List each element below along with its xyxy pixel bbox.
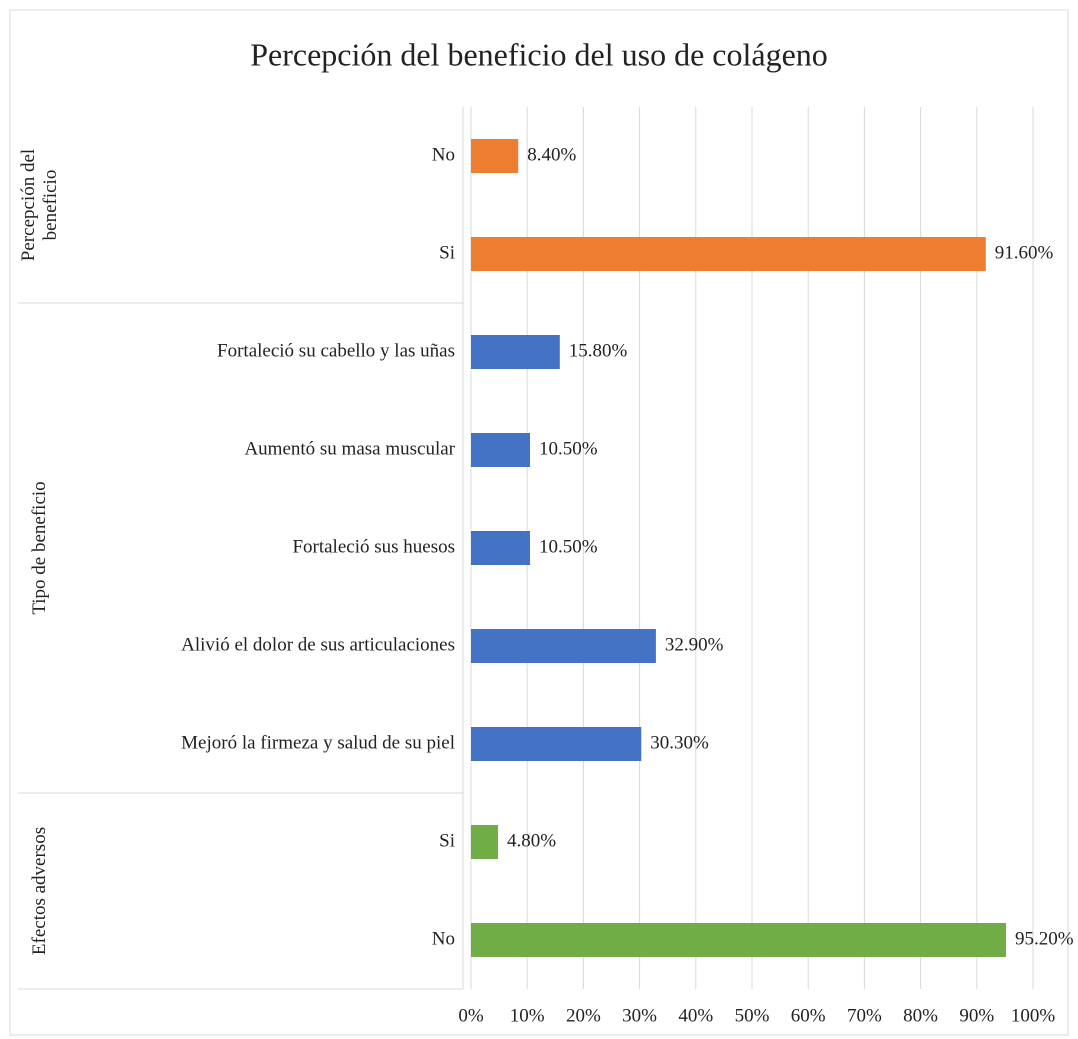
value-label: 15.80% [569,340,628,361]
category-label: Mejoró la firmeza y salud de su piel [181,732,455,753]
category-label: Aumentó su masa muscular [244,438,455,459]
x-tick-label: 0% [458,1005,484,1026]
x-tick-label: 50% [735,1005,770,1026]
x-tick-label: 40% [678,1005,713,1026]
value-label: 8.40% [527,144,576,165]
bar [471,237,986,271]
bar [471,531,531,565]
category-label: Si [439,242,455,263]
value-label: 4.80% [507,830,556,851]
x-tick-label: 70% [847,1005,882,1026]
x-tick-label: 30% [622,1005,657,1026]
value-label: 30.30% [650,732,709,753]
category-label: Fortaleció su cabello y las uñas [217,340,455,361]
category-label: Si [439,830,455,851]
group-label: Tipo de beneficio [29,481,51,615]
group-label: Efectos adversos [29,826,51,956]
x-tick-label: 100% [1011,1005,1056,1026]
category-label: Fortaleció sus huesos [292,536,455,557]
x-tick-label: 90% [959,1005,994,1026]
bar [471,727,642,761]
category-label: No [432,928,455,949]
bar [471,335,560,369]
x-tick-label: 10% [510,1005,545,1026]
group-label: Percepción del beneficio [18,148,61,262]
value-label: 10.50% [539,536,598,557]
x-tick-label: 80% [903,1005,938,1026]
chart-border [9,9,1069,1036]
value-label: 32.90% [665,634,724,655]
bar [471,923,1007,957]
category-label: Alivió el dolor de sus articulaciones [181,634,455,655]
value-label: 10.50% [539,438,598,459]
value-label: 91.60% [995,242,1054,263]
x-tick-label: 60% [791,1005,826,1026]
bar [471,433,531,467]
bar [471,629,656,663]
x-tick-label: 20% [566,1005,601,1026]
value-label: 95.20% [1015,928,1074,949]
bar [471,825,498,859]
chart-title: Percepción del beneficio del uso de colá… [250,36,828,72]
category-label: No [432,144,455,165]
bar [471,139,519,173]
